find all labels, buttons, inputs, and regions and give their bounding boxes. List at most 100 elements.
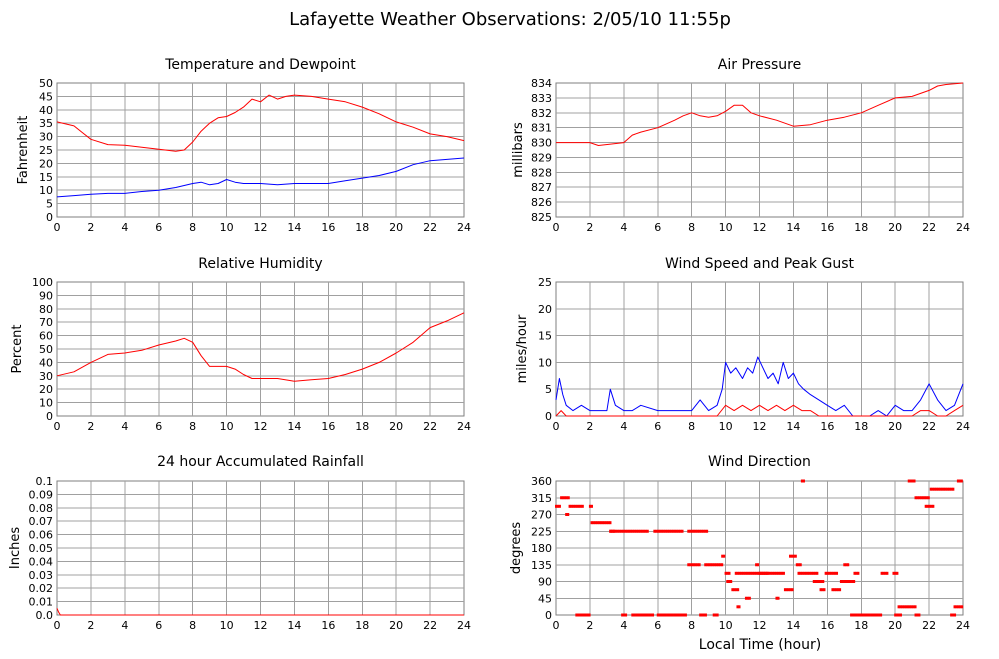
direction-point [853,571,856,575]
direction-point [802,479,805,483]
direction-point [726,580,729,583]
direction-point [906,605,910,609]
direction-point [769,571,772,575]
direction-point [679,529,682,533]
wind-x-tick-label: 22 [922,420,936,433]
wind-x-tick-label: 14 [786,420,800,433]
direction-point [950,487,953,491]
direction-point [651,613,655,617]
direction-point [655,529,658,533]
temp-y-tick-label: 25 [39,144,53,157]
direction-point [773,571,776,575]
rain-x-tick-label: 0 [54,619,61,632]
temp-x-tick-label: 6 [155,221,162,234]
direction-point [626,529,629,533]
pressure-x-tick-label: 10 [719,221,733,234]
temp-y-tick-label: 10 [39,184,53,197]
humidity-series-line-1 [56,312,465,382]
direction-point [795,563,799,567]
direction-point [897,613,901,617]
direction-point [563,496,567,500]
direction-point [909,479,912,483]
direction-point [575,613,578,617]
direction-point [926,504,929,508]
wind-x-tick-label: 24 [956,420,970,433]
humidity-x-tick-label: 20 [389,420,403,433]
direction-point [790,554,794,558]
direction-point [823,588,826,592]
direction-point [853,613,857,617]
temp-y-tick-label: 35 [39,117,53,130]
direction-point [614,529,618,533]
x-axis-label: Local Time (hour) [699,637,821,653]
rain-y-tick-label: 0.05 [29,542,54,555]
wind-x-tick-label: 10 [719,420,733,433]
direction-point [745,571,749,575]
direction-point [579,613,582,617]
direction-point [777,596,780,600]
direction-point [698,529,701,533]
rain-x-tick-label: 18 [355,619,369,632]
direction-point [735,588,738,592]
temp-x-tick-label: 24 [457,221,471,234]
direction-point [570,504,573,508]
direction-point [612,529,616,533]
direction-point [957,605,960,609]
direction-point [899,605,902,609]
direction-point [927,496,930,500]
direction-point [565,513,568,516]
temp-x-tick-label: 8 [189,221,196,234]
direction-point [835,588,838,592]
page-title: Lafayette Weather Observations: 2/05/10 … [289,9,731,30]
direction-point [599,521,603,525]
direction-point [771,571,774,575]
wind-x-tick-label: 16 [820,420,834,433]
direction-point [799,571,802,575]
direction-point [689,563,692,567]
direction-point [734,571,737,575]
temp-x-tick-label: 4 [121,221,128,234]
direction-point [700,529,703,533]
wind-y-tick-label: 15 [538,330,552,343]
pressure-x-tick-label: 0 [553,221,560,234]
direction-point [801,571,804,575]
pressure-y-tick-label: 827 [531,181,552,194]
direction-point [868,613,871,617]
direction-point [689,529,692,533]
direction-point [618,529,621,533]
direction-point [935,487,938,491]
direction-point [956,479,960,483]
direction-point [845,563,848,567]
rain-y-tick-label: 0.04 [29,555,54,568]
direction-point [681,613,684,617]
direction-point [855,571,858,575]
direction-point [677,613,680,617]
direction-point [872,613,875,617]
rain-y-tick-label: 0.01 [29,596,54,609]
direction-y-tick-label: 0 [545,609,552,622]
direction-point [721,563,724,567]
direction-x-tick-label: 14 [786,619,800,632]
direction-point [588,613,591,617]
direction-x-tick-label: 18 [854,619,868,632]
temp-y-axis-label: Fahrenheit [16,116,31,185]
humidity-x-tick-label: 16 [321,420,335,433]
rain-x-tick-label: 20 [389,619,403,632]
humidity-y-tick-label: 60 [39,330,53,343]
direction-point [657,529,660,533]
direction-point [744,571,747,575]
humidity-y-tick-label: 50 [39,343,53,356]
direction-point [916,496,919,500]
direction-y-tick-label: 180 [531,542,552,555]
wind-title: Wind Speed and Peak Gust [665,256,854,272]
direction-point [738,571,741,575]
direction-point [953,613,957,617]
humidity-x-tick-label: 18 [355,420,369,433]
temp-x-tick-label: 2 [87,221,94,234]
direction-point [913,479,916,483]
direction-point [624,613,628,617]
direction-point [624,529,627,533]
direction-point [560,496,563,500]
pressure-y-tick-label: 829 [531,151,552,164]
